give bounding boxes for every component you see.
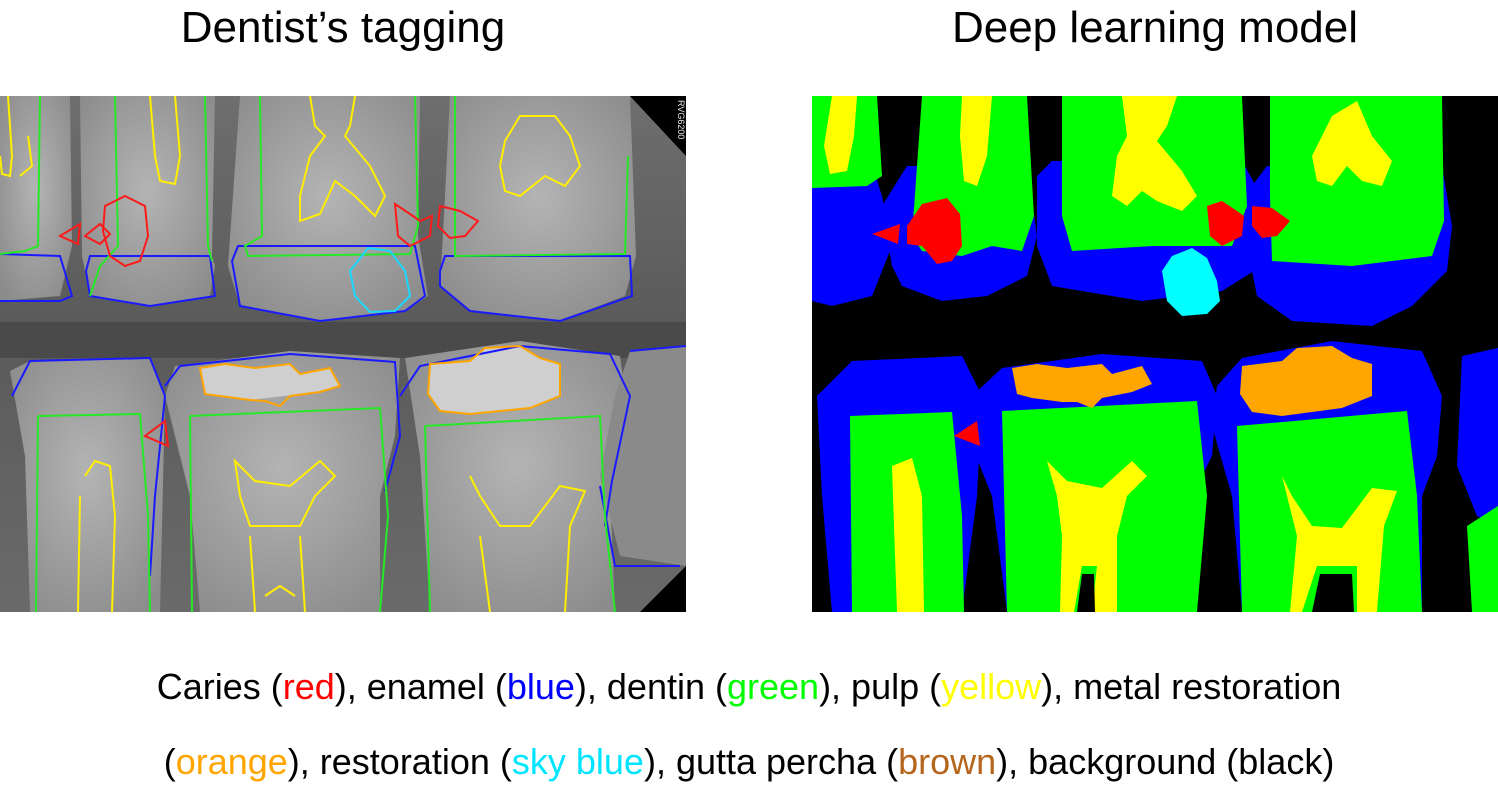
caption-segment: ), gutta percha (	[643, 741, 899, 782]
caption-segment: ), restoration (	[287, 741, 512, 782]
legend-caption-line-1: Caries (red), enamel (blue), dentin (gre…	[0, 666, 1498, 708]
caption-segment: ), enamel (	[334, 666, 507, 707]
caption-segment: orange	[175, 741, 288, 782]
caption-segment: yellow	[941, 666, 1042, 707]
caption-segment: green	[726, 666, 820, 707]
caption-segment: (	[163, 741, 176, 782]
legend-caption-line-2: (orange), restoration (sky blue), gutta …	[0, 741, 1498, 783]
xray-watermark: RVG6200	[676, 100, 686, 139]
caption-segment: ), pulp (	[819, 666, 942, 707]
caption-segment: sky blue	[511, 741, 644, 782]
segmentation-output-image	[812, 96, 1498, 612]
caption-segment: blue	[506, 666, 575, 707]
caption-segment: ), background (black)	[996, 741, 1335, 782]
xray-annotated-image: RVG6200	[0, 96, 686, 612]
caption-segment: Caries (	[156, 666, 283, 707]
caption-segment: red	[282, 666, 335, 707]
title-deep-learning-model: Deep learning model	[951, 3, 1359, 52]
caption-segment: ), dentin (	[574, 666, 727, 707]
caption-segment: brown	[898, 741, 997, 782]
caption-segment: ), metal restoration	[1041, 666, 1342, 707]
title-dentists-tagging: Dentist’s tagging	[180, 3, 506, 52]
